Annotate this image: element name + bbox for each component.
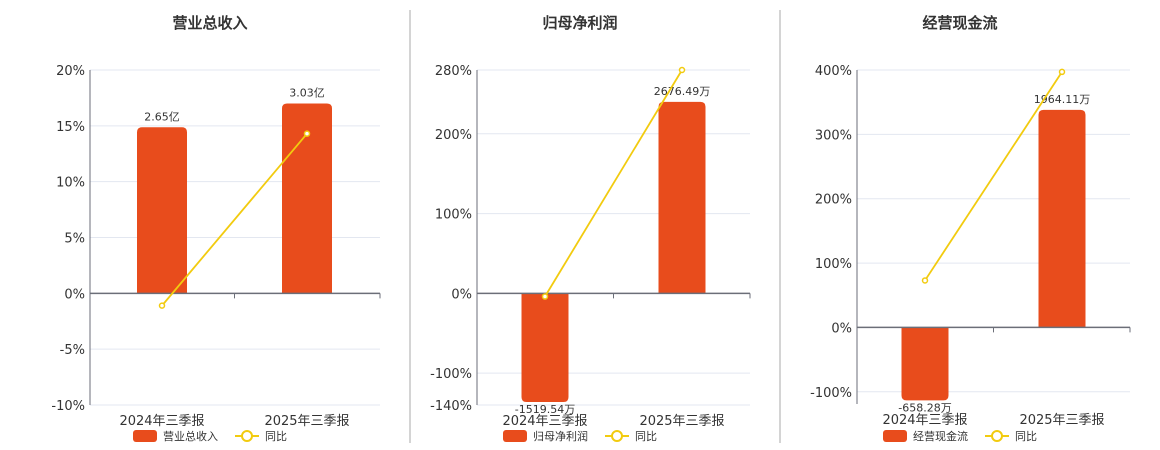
y-tick-label: 100% [435, 208, 472, 223]
bar-data-label: -1519.54万 [515, 403, 575, 416]
bar [137, 127, 187, 294]
legend-bar-swatch [503, 430, 527, 442]
y-tick-label: -100% [810, 386, 852, 401]
legend-line-marker [241, 430, 253, 442]
y-tick-label: 400% [815, 64, 852, 79]
y-tick-label: -10% [51, 399, 85, 414]
y-tick-label: 0% [831, 321, 852, 336]
chart-1: 营业总收入 -10% -5% 0% 5% 10% 15% 20% 2.65亿 2024年三季报 3.… [51, 14, 381, 443]
y-tick-label: 200% [435, 128, 472, 143]
bar-data-label: 2676.49万 [654, 85, 711, 98]
legend-bar-swatch [133, 430, 157, 442]
y-tick-label: 280% [435, 64, 472, 79]
y-tick-label: -140% [430, 399, 472, 414]
y-tick-label: 100% [815, 257, 852, 272]
yoy-line [161, 133, 308, 307]
yoy-line [544, 69, 683, 297]
yoy-point [541, 293, 549, 300]
legend-line-marker [991, 430, 1003, 442]
legend-line-marker [611, 430, 623, 442]
y-tick-label: -100% [430, 367, 472, 382]
bar-data-label: 3.03亿 [289, 87, 325, 100]
legend-bar-swatch [883, 430, 907, 442]
yoy-line [924, 71, 1063, 281]
legend-bar-label: 归母净利润 [533, 429, 588, 443]
y-tick-label: 20% [56, 64, 85, 79]
x-tick-label: 2025年三季报 [1019, 413, 1104, 428]
bar [1038, 109, 1086, 328]
yoy-point [303, 130, 311, 137]
chart-3: 经营现金流 -100% 0% 100% 200% 300% 400% -658.28万2024… [810, 14, 1131, 443]
legend-line-label: 同比 [635, 430, 657, 443]
yoy-point [678, 66, 686, 74]
bar-data-label: -658.28万 [898, 401, 951, 414]
y-tick-label: 200% [815, 193, 852, 208]
chart-title: 经营现金流 [922, 14, 997, 32]
yoy-point [1058, 68, 1066, 76]
x-tick-label: 2024年三季报 [882, 413, 967, 428]
bar-data-label: 1964.11万 [1034, 93, 1091, 106]
y-tick-label: 300% [815, 128, 852, 143]
y-tick-label: 0% [64, 287, 85, 302]
x-tick-label: 2025年三季报 [264, 414, 349, 429]
x-tick-label: 2024年三季报 [119, 414, 204, 429]
bar [282, 103, 332, 294]
legend-bar-label: 经营现金流 [913, 429, 968, 443]
bar-data-label: 2.65亿 [144, 110, 180, 123]
chart-title: 营业总收入 [172, 14, 247, 32]
y-tick-label: 10% [56, 176, 85, 191]
legend-line-label: 同比 [265, 430, 287, 443]
legend-line-label: 同比 [1015, 430, 1037, 443]
y-tick-label: 5% [64, 232, 85, 247]
y-tick-label: 0% [451, 287, 472, 302]
bar [901, 327, 949, 401]
yoy-point [921, 277, 929, 284]
chart-title: 归母净利润 [542, 14, 617, 32]
chart-2: 归母净利润-140%-100%0%100%200%280%-1519.54万20… [430, 14, 751, 443]
x-tick-label: 2024年三季报 [502, 414, 587, 429]
bar [521, 293, 569, 403]
bar [658, 101, 706, 294]
y-tick-label: 15% [56, 120, 85, 135]
y-tick-label: -5% [60, 343, 85, 358]
yoy-point [158, 302, 166, 309]
x-tick-label: 2025年三季报 [639, 414, 724, 429]
legend-bar-label: 营业总收入 [163, 429, 218, 443]
